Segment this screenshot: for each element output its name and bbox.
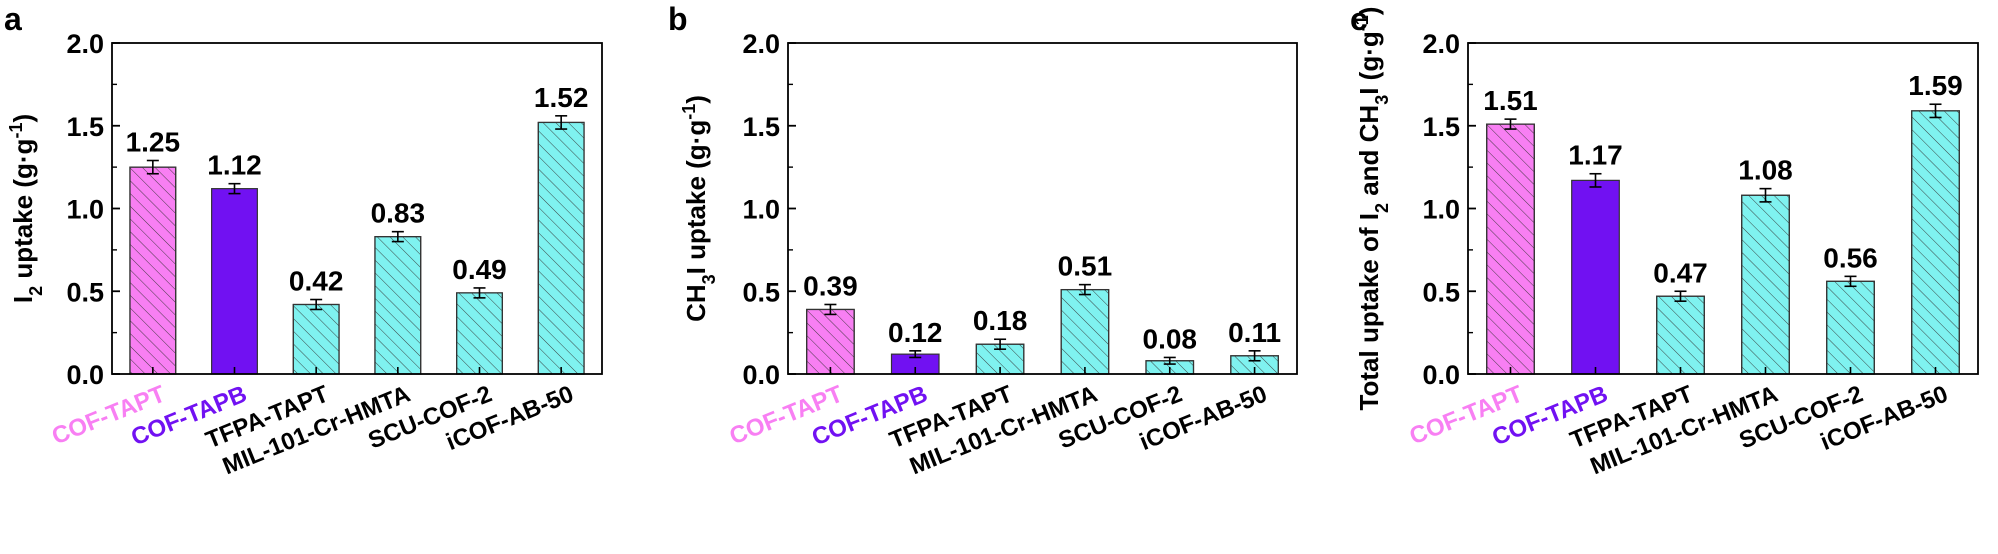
y-tick-label: 0.0 [66, 360, 104, 390]
bar [211, 188, 258, 375]
y-tick-label: 2.0 [66, 29, 104, 59]
data-label: 1.25 [126, 127, 181, 158]
bar-hatch [537, 121, 585, 375]
bar-hatch [456, 292, 503, 375]
y-tick-label: 2.0 [1422, 29, 1460, 59]
panel-letter: c [1350, 1, 1368, 37]
y-tick-label: 1.5 [66, 112, 104, 142]
y-tick-label: 2.0 [742, 29, 780, 59]
y-tick-label: 1.5 [1422, 112, 1460, 142]
y-tick-label: 1.0 [742, 195, 780, 225]
y-axis-label: Total uptake of I2 and CH3I (g·g-1) [1352, 7, 1392, 411]
chart-panel-b: b0.39COF-TAPT0.12COF-TAPB0.18TFPA-TAPT0.… [668, 1, 1298, 480]
data-label: 0.83 [371, 198, 426, 229]
bar-hatch [374, 236, 422, 375]
plot-frame [1467, 42, 1979, 375]
bar [1571, 179, 1620, 375]
data-label: 0.08 [1143, 323, 1198, 354]
y-tick-label: 1.5 [742, 112, 780, 142]
data-label: 0.47 [1653, 257, 1708, 288]
data-label: 1.59 [1908, 70, 1963, 101]
data-label: 1.52 [534, 82, 589, 113]
data-label: 0.51 [1058, 251, 1113, 282]
chart-panel-c: c1.51COF-TAPT1.17COF-TAPB0.47TFPA-TAPT1.… [1350, 1, 1979, 480]
data-label: 0.42 [289, 266, 344, 297]
y-tick-label: 0.0 [742, 360, 780, 390]
data-label: 1.17 [1568, 140, 1623, 171]
data-label: 0.11 [1228, 317, 1281, 348]
y-tick-label: 0.0 [1422, 360, 1460, 390]
data-label: 0.18 [973, 305, 1028, 336]
data-label: 0.39 [803, 270, 858, 301]
bar-hatch [1486, 123, 1535, 375]
data-label: 1.08 [1738, 155, 1793, 186]
plot-frame [111, 42, 603, 375]
bar-hatch [1741, 194, 1790, 375]
y-tick-label: 1.0 [66, 195, 104, 225]
bar-hatch [292, 303, 340, 375]
y-tick-label: 0.5 [1422, 277, 1460, 307]
data-label: 0.12 [888, 317, 943, 348]
bar-hatch [1656, 295, 1705, 375]
y-tick-label: 1.0 [1422, 195, 1460, 225]
panel-letter: a [4, 1, 22, 37]
data-label: 1.51 [1483, 85, 1538, 116]
data-label: 0.49 [452, 254, 507, 285]
bar-hatch [1060, 288, 1110, 375]
y-axis-label: I2 uptake (g·g-1) [6, 114, 46, 303]
y-axis-label: CH3I uptake (g·g-1) [679, 95, 719, 322]
bar-hatch [1911, 110, 1960, 375]
chart-panel-a: a1.25COF-TAPT1.12COF-TAPB0.42TFPA-TAPT0.… [4, 1, 603, 480]
bar-hatch [129, 166, 177, 375]
bar-hatch [1826, 280, 1875, 375]
bar-hatch [806, 308, 855, 375]
data-label: 0.56 [1823, 242, 1878, 273]
panel-letter: b [668, 1, 688, 37]
plot-frame [787, 42, 1298, 375]
y-tick-label: 0.5 [66, 277, 104, 307]
data-label: 1.12 [207, 150, 262, 181]
y-tick-label: 0.5 [742, 277, 780, 307]
